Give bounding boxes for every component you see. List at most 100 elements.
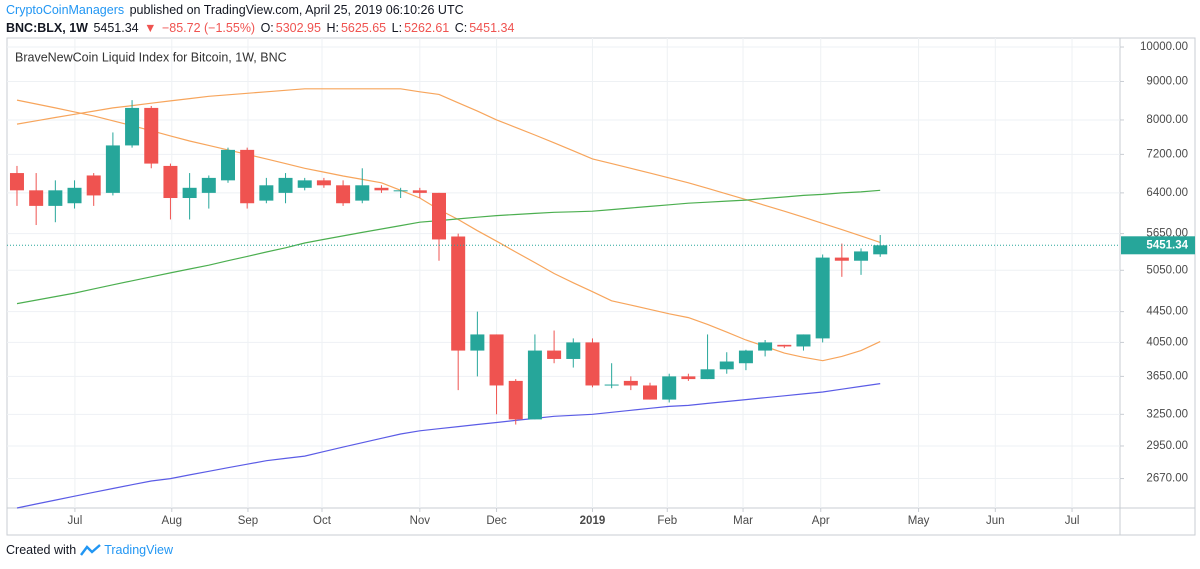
candle-body — [336, 185, 351, 204]
candle-body — [700, 369, 715, 380]
change: −85.72 (−1.55%) — [161, 21, 256, 35]
moving-average — [16, 88, 881, 243]
candle-body — [489, 334, 504, 386]
quote-line: BNC:BLX, 1W 5451.34 ▼ −85.72 (−1.55%) O:… — [6, 21, 516, 35]
close-label: C: — [454, 21, 468, 35]
last-price: 5451.34 — [93, 21, 139, 35]
close-value: 5451.34 — [469, 21, 515, 35]
logo-path — [80, 544, 101, 556]
candle-body — [105, 145, 120, 193]
tv-logo — [80, 544, 101, 556]
candle-body — [681, 376, 696, 380]
y-tick-label: 2670.00 — [1146, 473, 1188, 485]
y-tick-label: 6400.00 — [1146, 187, 1188, 199]
candle-body — [297, 180, 312, 188]
y-tick-label: 3250.00 — [1146, 408, 1188, 420]
candle-body — [201, 177, 216, 193]
candle-body — [259, 185, 274, 201]
candle-body — [220, 149, 235, 181]
candle-body — [834, 257, 849, 261]
candle-body — [355, 185, 370, 201]
x-tick-label: May — [908, 515, 930, 527]
candle-body — [374, 187, 389, 191]
y-tick-label: 3650.00 — [1146, 370, 1188, 382]
x-tick-label: Mar — [733, 515, 753, 527]
x-tick-label: Dec — [486, 515, 507, 527]
candle-body — [873, 245, 888, 255]
x-tick-label: 2019 — [580, 515, 606, 527]
candle-body — [643, 385, 658, 400]
x-tick-label: Oct — [313, 515, 332, 527]
candle-body — [758, 342, 773, 351]
open-value: 5302.95 — [275, 21, 321, 35]
candle-body — [182, 187, 197, 199]
x-tick-label: Jul — [1065, 515, 1080, 527]
brand-link[interactable]: TradingView — [104, 543, 173, 557]
candle-body — [432, 192, 447, 240]
chart-frame — [6, 37, 1196, 536]
y-tick-label: 9000.00 — [1146, 75, 1188, 87]
x-tick-label: Aug — [162, 515, 182, 527]
high-label: H: — [326, 21, 339, 35]
candle-body — [623, 380, 638, 386]
low-value: 5262.61 — [404, 21, 450, 35]
candle-body — [125, 107, 140, 146]
chart-title: BraveNewCoin Liquid Index for Bitcoin, 1… — [15, 50, 287, 64]
x-tick-label: Sep — [238, 515, 258, 527]
candle-body — [240, 149, 255, 204]
candle-body — [451, 236, 466, 351]
author-link[interactable]: CryptoCoinManagers — [6, 3, 125, 17]
candle-body — [316, 180, 331, 186]
candle-body — [719, 361, 734, 370]
candle-body — [144, 107, 159, 164]
candle-body — [566, 342, 581, 359]
candle-body — [278, 177, 293, 193]
candle-body — [777, 344, 792, 347]
x-tick-label: Apr — [812, 515, 830, 527]
last-price-badge — [1121, 236, 1195, 255]
y-tick-label: 7200.00 — [1146, 148, 1188, 160]
y-tick-label: 4450.00 — [1146, 306, 1188, 318]
candle-body — [393, 190, 408, 192]
candle-body — [9, 173, 24, 191]
change-arrow: ▼ — [144, 21, 157, 35]
footer: Created with TradingView — [6, 543, 173, 557]
candle-body — [527, 350, 542, 420]
candle-body — [508, 380, 523, 420]
candle-body — [86, 175, 101, 196]
candle-body — [815, 257, 830, 339]
x-tick-label: Jun — [986, 515, 1005, 527]
candle-body — [412, 190, 427, 193]
candle-body — [547, 350, 562, 359]
high-value: 5625.65 — [340, 21, 387, 35]
publish-line: CryptoCoinManagers published on TradingV… — [6, 3, 466, 17]
candle-body — [67, 187, 82, 204]
candle-body — [796, 334, 811, 347]
y-tick-label: 2950.00 — [1146, 440, 1188, 452]
y-tick-label: 8000.00 — [1146, 114, 1188, 126]
symbol: BNC:BLX, 1W — [6, 21, 88, 35]
low-label: L: — [391, 21, 403, 35]
marks — [7, 88, 1120, 509]
created-text: Created with — [6, 543, 77, 557]
candle-body — [470, 334, 485, 351]
y-tick-label: 5050.00 — [1146, 264, 1188, 276]
open-label: O: — [260, 21, 274, 35]
moving-average — [16, 189, 881, 305]
last-price-label: 5451.34 — [1146, 239, 1188, 251]
candle-body — [48, 190, 63, 206]
chart: BraveNewCoin Liquid Index for Bitcoin, 1… — [6, 37, 1196, 536]
candle-body — [604, 384, 619, 386]
candle-body — [585, 342, 600, 386]
candle-body — [662, 376, 677, 400]
candle-body — [29, 190, 44, 206]
y-tick-label: 10000.00 — [1140, 41, 1188, 53]
x-tick-label: Feb — [657, 515, 677, 527]
candle-body — [163, 165, 178, 199]
moving-average — [16, 99, 881, 362]
y-tick-label: 4050.00 — [1146, 336, 1188, 348]
published-text: published on TradingView.com, April 25, … — [129, 3, 464, 17]
x-tick-label: Nov — [410, 515, 431, 527]
candle-body — [738, 350, 753, 364]
